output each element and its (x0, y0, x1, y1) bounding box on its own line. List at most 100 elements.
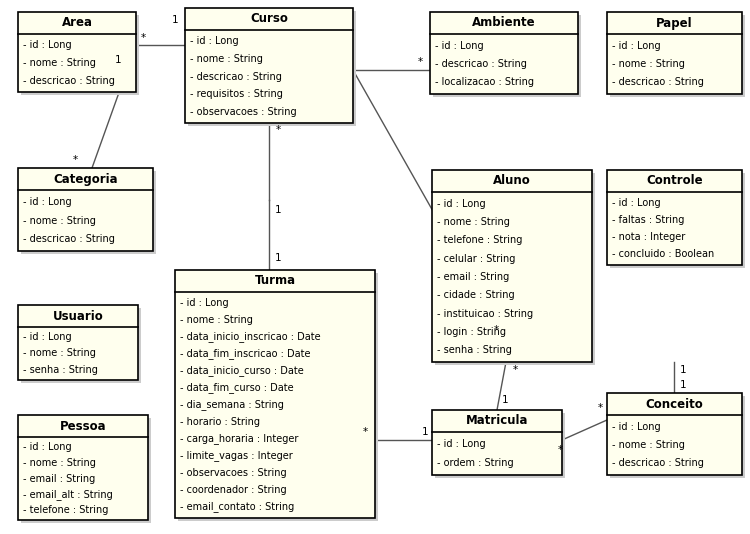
FancyBboxPatch shape (610, 173, 745, 268)
FancyBboxPatch shape (21, 171, 156, 254)
Text: *: * (275, 125, 280, 135)
Text: - celular : String: - celular : String (437, 254, 515, 264)
FancyBboxPatch shape (435, 173, 595, 365)
Text: - email : String: - email : String (23, 474, 95, 483)
FancyBboxPatch shape (432, 170, 592, 362)
Text: - nome : String: - nome : String (180, 315, 253, 325)
Text: - id : Long: - id : Long (23, 333, 72, 342)
Text: - data_fim_curso : Date: - data_fim_curso : Date (180, 382, 294, 394)
FancyBboxPatch shape (21, 15, 139, 95)
Text: 1: 1 (680, 380, 686, 390)
Text: - id : Long: - id : Long (180, 298, 229, 308)
Text: - instituicao : String: - instituicao : String (437, 309, 533, 319)
Text: - nome : String: - nome : String (190, 54, 262, 64)
FancyBboxPatch shape (18, 305, 138, 380)
Text: Area: Area (62, 17, 92, 29)
Text: - email : String: - email : String (437, 272, 509, 282)
Text: - login : String: - login : String (437, 327, 506, 337)
Text: Matricula: Matricula (466, 414, 528, 428)
Text: - id : Long: - id : Long (612, 41, 661, 51)
Text: - id : Long: - id : Long (612, 198, 661, 208)
Text: - descricao : String: - descricao : String (435, 59, 526, 69)
Text: - limite_vagas : Integer: - limite_vagas : Integer (180, 451, 292, 461)
Text: Papel: Papel (656, 17, 693, 29)
Text: - cidade : String: - cidade : String (437, 290, 515, 300)
FancyBboxPatch shape (18, 415, 148, 520)
Text: Controle: Controle (646, 175, 703, 187)
Text: - id : Long: - id : Long (437, 199, 486, 209)
Text: - requisitos : String: - requisitos : String (190, 89, 283, 99)
FancyBboxPatch shape (607, 170, 742, 265)
Text: 1: 1 (115, 55, 122, 65)
Text: - data_inicio_curso : Date: - data_inicio_curso : Date (180, 366, 304, 376)
Text: *: * (557, 445, 562, 455)
Text: - id : Long: - id : Long (437, 439, 486, 449)
Text: 1: 1 (680, 365, 686, 375)
Text: - carga_horaria : Integer: - carga_horaria : Integer (180, 434, 298, 444)
Text: - nota : Integer: - nota : Integer (612, 232, 686, 242)
Text: Ambiente: Ambiente (472, 17, 536, 29)
Text: *: * (512, 365, 517, 375)
FancyBboxPatch shape (21, 308, 141, 383)
FancyBboxPatch shape (430, 12, 578, 94)
Text: - senha : String: - senha : String (437, 345, 512, 355)
Text: - nome : String: - nome : String (23, 58, 96, 68)
Text: - id : Long: - id : Long (435, 41, 484, 51)
Text: - nome : String: - nome : String (23, 349, 96, 358)
Text: - nome : String: - nome : String (437, 217, 510, 227)
Text: - id : Long: - id : Long (612, 422, 661, 432)
Text: 1: 1 (502, 395, 509, 405)
Text: 1: 1 (274, 205, 281, 215)
Text: *: * (598, 403, 602, 413)
Text: *: * (418, 57, 422, 67)
Text: - descricao : String: - descricao : String (190, 72, 282, 82)
Text: Turma: Turma (254, 274, 296, 287)
FancyBboxPatch shape (607, 12, 742, 94)
Text: Conceito: Conceito (646, 397, 704, 411)
Text: - descricao : String: - descricao : String (612, 458, 704, 468)
FancyBboxPatch shape (21, 418, 151, 523)
Text: *: * (494, 325, 499, 335)
FancyBboxPatch shape (178, 273, 378, 521)
Text: - email_contato : String: - email_contato : String (180, 501, 294, 513)
FancyBboxPatch shape (432, 410, 562, 475)
FancyBboxPatch shape (18, 12, 136, 92)
Text: 1: 1 (172, 15, 178, 25)
Text: - concluido : Boolean: - concluido : Boolean (612, 249, 714, 259)
Text: - nome : String: - nome : String (23, 458, 96, 468)
Text: - localizacao : String: - localizacao : String (435, 77, 534, 87)
Text: *: * (73, 155, 77, 165)
Text: - observacoes : String: - observacoes : String (190, 107, 296, 116)
Text: - id : Long: - id : Long (23, 197, 72, 207)
Text: - observacoes : String: - observacoes : String (180, 468, 286, 478)
FancyBboxPatch shape (610, 396, 745, 478)
FancyBboxPatch shape (185, 8, 353, 123)
FancyBboxPatch shape (607, 393, 742, 475)
Text: - coordenador : String: - coordenador : String (180, 485, 286, 495)
Text: *: * (362, 427, 368, 437)
Text: 1: 1 (274, 253, 281, 263)
Text: - telefone : String: - telefone : String (437, 235, 522, 246)
Text: - nome : String: - nome : String (23, 216, 96, 225)
Text: - dia_semana : String: - dia_semana : String (180, 399, 284, 411)
Text: - faltas : String: - faltas : String (612, 215, 684, 225)
Text: *: * (140, 33, 146, 43)
Text: Categoria: Categoria (53, 172, 118, 185)
FancyBboxPatch shape (610, 15, 745, 97)
Text: Pessoa: Pessoa (60, 420, 106, 433)
Text: - telefone : String: - telefone : String (23, 505, 108, 515)
FancyBboxPatch shape (18, 168, 153, 251)
Text: - descricao : String: - descricao : String (612, 77, 704, 87)
Text: - senha : String: - senha : String (23, 365, 98, 374)
Text: - descricao : String: - descricao : String (23, 234, 115, 244)
Text: - data_inicio_inscricao : Date: - data_inicio_inscricao : Date (180, 332, 321, 342)
Text: - nome : String: - nome : String (612, 59, 685, 69)
Text: - ordem : String: - ordem : String (437, 458, 514, 468)
Text: - id : Long: - id : Long (23, 41, 72, 50)
Text: - id : Long: - id : Long (23, 442, 72, 452)
Text: - nome : String: - nome : String (612, 440, 685, 450)
Text: - id : Long: - id : Long (190, 36, 238, 46)
Text: - data_fim_inscricao : Date: - data_fim_inscricao : Date (180, 349, 310, 359)
Text: - email_alt : String: - email_alt : String (23, 489, 112, 500)
Text: - descricao : String: - descricao : String (23, 76, 115, 85)
